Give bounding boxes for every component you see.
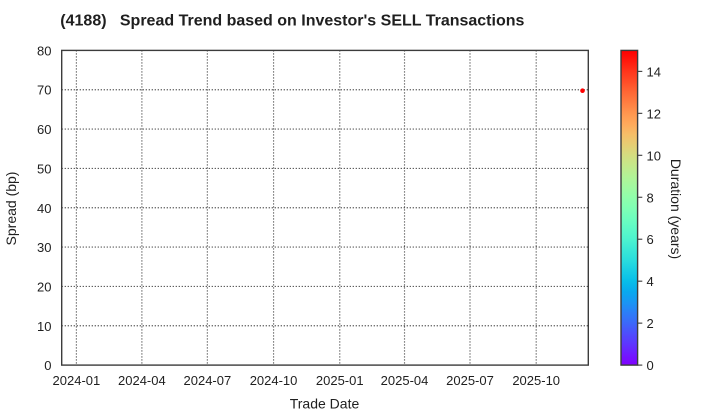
svg-text:Trade Date: Trade Date bbox=[290, 395, 360, 411]
svg-text:2024-01: 2024-01 bbox=[53, 373, 101, 388]
svg-text:80: 80 bbox=[37, 43, 51, 58]
svg-text:14: 14 bbox=[647, 64, 661, 79]
svg-text:50: 50 bbox=[37, 161, 51, 176]
svg-text:4: 4 bbox=[647, 274, 654, 289]
svg-text:0: 0 bbox=[44, 358, 51, 373]
svg-text:60: 60 bbox=[37, 122, 51, 137]
svg-text:2025-04: 2025-04 bbox=[381, 373, 429, 388]
svg-text:30: 30 bbox=[37, 240, 51, 255]
svg-text:70: 70 bbox=[37, 83, 51, 98]
svg-text:0: 0 bbox=[647, 358, 654, 373]
svg-text:2024-10: 2024-10 bbox=[250, 373, 298, 388]
svg-text:10: 10 bbox=[647, 148, 661, 163]
svg-text:20: 20 bbox=[37, 279, 51, 294]
svg-text:Duration (years): Duration (years) bbox=[668, 159, 684, 259]
svg-text:40: 40 bbox=[37, 201, 51, 216]
svg-text:Spread (bp): Spread (bp) bbox=[3, 172, 19, 246]
svg-text:2024-04: 2024-04 bbox=[118, 373, 166, 388]
svg-text:2025-10: 2025-10 bbox=[512, 373, 560, 388]
svg-text:10: 10 bbox=[37, 319, 51, 334]
svg-text:(4188) Spread Trend based on: (4188) Spread Trend based on Investor's … bbox=[60, 13, 524, 30]
svg-text:6: 6 bbox=[647, 232, 654, 247]
svg-text:8: 8 bbox=[647, 190, 654, 205]
svg-text:2024-07: 2024-07 bbox=[184, 373, 232, 388]
svg-text:2025-07: 2025-07 bbox=[446, 373, 494, 388]
svg-text:2025-01: 2025-01 bbox=[316, 373, 364, 388]
svg-text:12: 12 bbox=[647, 106, 661, 121]
svg-text:2: 2 bbox=[647, 316, 654, 331]
